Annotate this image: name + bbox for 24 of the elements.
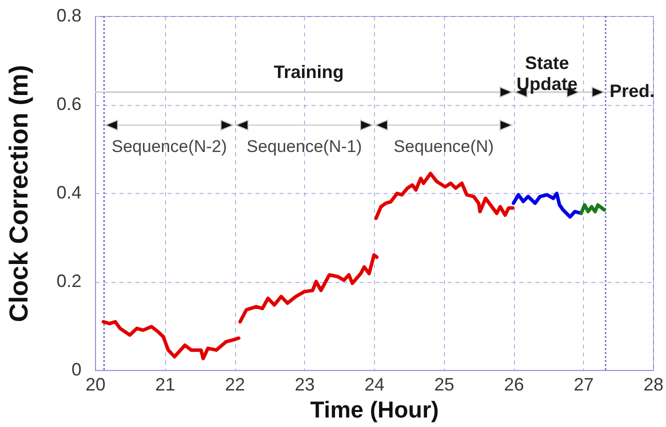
x-tick-label: 26 bbox=[504, 374, 524, 394]
x-axis-title: Time (Hour) bbox=[310, 396, 439, 422]
y-tick-label: 0.2 bbox=[56, 271, 82, 291]
annotation: Sequence(N-2) bbox=[112, 137, 227, 156]
x-tick-label: 22 bbox=[224, 374, 246, 394]
y-tick-label: 0.8 bbox=[56, 6, 82, 26]
y-tick-label: 0.6 bbox=[56, 94, 82, 114]
y-tick-label: 0 bbox=[71, 360, 82, 380]
x-tick-label: 24 bbox=[364, 374, 385, 394]
x-tick-label: 25 bbox=[434, 374, 454, 394]
annotation: Pred. bbox=[610, 81, 655, 102]
line-series bbox=[579, 203, 606, 216]
x-tick-label: 21 bbox=[155, 374, 176, 394]
y-axis-title: Clock Correction (m) bbox=[3, 64, 34, 322]
x-tick-label: 27 bbox=[574, 374, 594, 394]
line-series bbox=[512, 192, 583, 219]
annotation: Sequence(N) bbox=[394, 137, 494, 156]
x-tick-label: 20 bbox=[85, 374, 106, 394]
x-tick-label: 23 bbox=[294, 374, 315, 394]
annotation: State Update bbox=[516, 53, 578, 94]
annotation: Training bbox=[274, 62, 344, 82]
y-tick-label: 0.4 bbox=[56, 182, 82, 202]
annotation: Sequence(N-1) bbox=[246, 137, 362, 156]
x-tick-label: 28 bbox=[643, 374, 664, 394]
